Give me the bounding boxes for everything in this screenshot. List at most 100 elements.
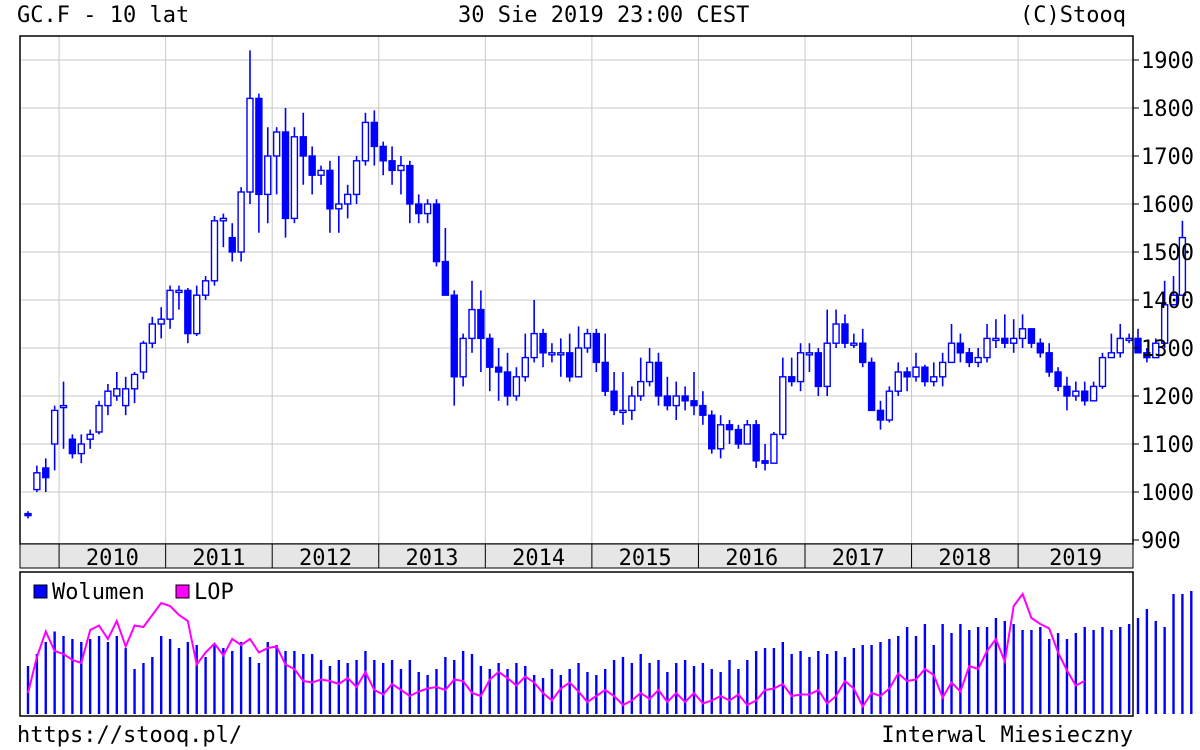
candle-body [1152, 342, 1160, 359]
candle-body [24, 512, 32, 517]
candle-body [50, 409, 59, 445]
year-label: 2014 [512, 546, 565, 571]
candle-body [912, 366, 920, 378]
candle-body [823, 342, 831, 388]
footer-interval: Interwal Miesieczny [881, 723, 1133, 748]
candle-body [681, 395, 689, 402]
chart-datetime: 30 Sie 2019 23:00 CEST [458, 3, 749, 28]
candle-body [33, 472, 41, 491]
y-tick-label: 1100 [1141, 433, 1194, 458]
candle-body [1134, 337, 1142, 354]
candle-body [86, 433, 94, 440]
candle-body [503, 371, 512, 397]
candle-body [645, 361, 654, 383]
copyright-label: (C)Stooq [1020, 3, 1126, 28]
candle-body [1107, 352, 1116, 359]
candle-body [992, 337, 1000, 342]
candle-body [1081, 390, 1089, 402]
price-axis: 900 1000 1100 1200 1300 1400 1500 1600 1700 1800 1… [1133, 49, 1194, 554]
year-label: 2012 [299, 546, 352, 571]
y-tick-label: 1200 [1141, 385, 1194, 410]
candle-body [983, 337, 991, 359]
candle-body [441, 260, 450, 296]
y-tick-label: 1800 [1141, 97, 1194, 122]
candle-body [1009, 337, 1018, 344]
candle-body [557, 352, 565, 356]
candle-body [716, 424, 725, 450]
candle-body [1072, 390, 1080, 397]
candle-body [104, 390, 112, 407]
year-label: 2019 [1049, 546, 1102, 571]
candle-body [672, 395, 680, 407]
year-label: 2013 [406, 546, 459, 571]
legend-label-lop: LOP [194, 580, 234, 605]
candle-body [1054, 371, 1062, 388]
candle-body [832, 323, 840, 344]
candle-body [761, 460, 769, 464]
candle-body [1116, 337, 1124, 354]
candle-body [264, 155, 272, 196]
candle-body [1125, 337, 1133, 342]
year-label: 2017 [832, 546, 885, 571]
y-tick-label: 1900 [1141, 49, 1194, 74]
lop-series [27, 591, 1086, 709]
candle-body [42, 467, 50, 479]
candle-body [432, 203, 441, 263]
candle-body [947, 342, 956, 364]
candle-body [770, 433, 778, 464]
candle-body [113, 388, 121, 397]
candle-body [388, 160, 396, 172]
candle-body [779, 376, 787, 436]
candle-body [512, 376, 521, 397]
candle-body [690, 400, 698, 407]
candle-body [184, 289, 192, 335]
candle-body [450, 294, 458, 378]
candle-body [1063, 385, 1071, 397]
candle-body [139, 342, 148, 373]
year-axis: 2010 2011 2012 2013 2014 2015 2016 2017 2018 2019 [58, 544, 1102, 571]
candle-body [743, 424, 751, 445]
candle-body [219, 217, 228, 222]
candle-body [343, 193, 352, 205]
candle-body [290, 136, 299, 220]
legend-swatch-lop [175, 584, 190, 599]
y-tick-label: 1400 [1141, 289, 1194, 314]
candle-body [921, 366, 929, 383]
candle-body [956, 342, 965, 354]
candle-body [663, 395, 672, 407]
y-tick-label: 1700 [1141, 145, 1194, 170]
candle-body [68, 438, 77, 455]
candle-body [548, 352, 556, 356]
legend-swatch-wolumen [33, 584, 48, 599]
candle-body [654, 361, 663, 397]
candle-body [423, 203, 432, 215]
candle-body [308, 155, 316, 176]
year-label: 2010 [86, 546, 139, 571]
candle-body [95, 404, 103, 433]
candle-body [1036, 342, 1045, 354]
candle-body [1160, 304, 1169, 344]
candle-body [379, 145, 387, 162]
candle-body [859, 342, 867, 364]
candle-body [1027, 328, 1036, 344]
candle-body [637, 380, 645, 397]
candle-body [805, 352, 814, 356]
candle-body [1169, 294, 1178, 306]
candle-body [930, 376, 938, 383]
candle-body [592, 332, 601, 364]
candle-body [574, 347, 583, 378]
candle-body [565, 352, 574, 378]
candle-body [246, 97, 254, 193]
candle-body [1018, 328, 1027, 340]
candle-body [201, 280, 210, 296]
candle-body [77, 443, 85, 455]
candle-body [903, 371, 911, 378]
y-tick-label: 900 [1141, 529, 1181, 554]
candle-body [281, 131, 290, 220]
candle-body [885, 390, 894, 421]
candle-body [361, 121, 370, 162]
y-tick-label: 1000 [1141, 481, 1194, 506]
candle-body [628, 395, 636, 412]
candle-body [326, 169, 334, 210]
